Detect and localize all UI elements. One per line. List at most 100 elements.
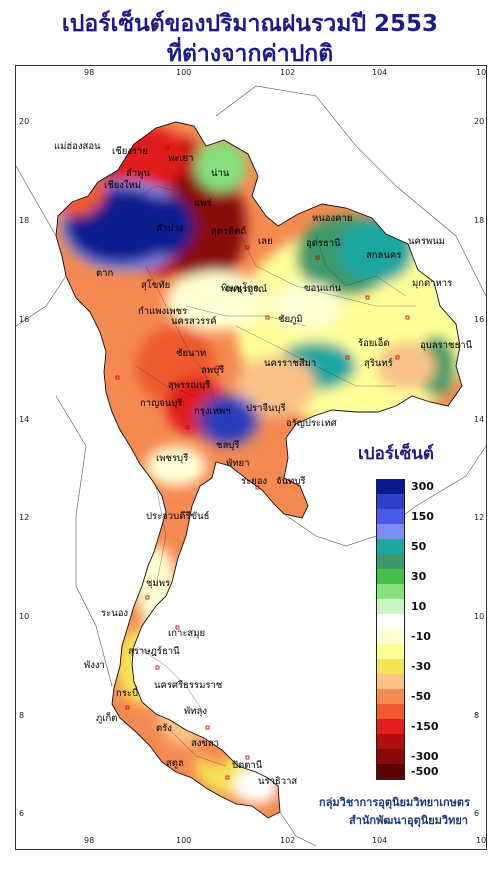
province-label: ขอนแก่น (304, 283, 342, 294)
y-tick-right-8: 8 (474, 711, 480, 720)
province-label: พังงา (84, 660, 105, 671)
province-label: เพชรบุรี (156, 453, 189, 464)
province-label: แพร่ (194, 198, 212, 209)
credit-line-1: กลุ่มวิชาการอุตุนิยมวิทยาเกษตร (319, 796, 470, 809)
y-tick-right-18: 18 (474, 216, 485, 225)
legend-swatch (376, 734, 405, 749)
legend-label: -30 (411, 660, 431, 673)
province-label: สกลนคร (366, 250, 402, 261)
y-tick-left-10: 10 (19, 612, 30, 621)
legend-label: 300 (411, 480, 434, 493)
province-label: นราธิวาส (258, 776, 298, 787)
legend-swatch (376, 629, 405, 644)
province-label: อุบลราชธานี (420, 340, 473, 351)
province-label: ชลบุรี (216, 440, 240, 451)
province-label: เลย (258, 236, 273, 247)
province-label: สุรินทร์ (364, 358, 393, 369)
legend-label: -10 (411, 630, 431, 643)
province-label: นครสวรรค์ (171, 316, 217, 327)
y-tick-left-8: 8 (19, 711, 25, 720)
legend-swatch (376, 644, 405, 659)
province-label: แม่ฮ่องสอน (54, 141, 101, 152)
province-label: อรัญประเทศ (286, 418, 337, 429)
legend-label: 10 (411, 600, 427, 613)
station-markers (115, 145, 410, 780)
rainfall-map: 98 100 102 104 106 98 100 102 104 106 20… (15, 65, 487, 850)
legend-label: 50 (411, 540, 427, 553)
province-label: เชียงราย (112, 146, 148, 157)
x-tick-bottom-104: 104 (372, 836, 388, 845)
y-tick-left-16: 16 (19, 315, 30, 324)
legend-swatch (376, 689, 405, 704)
legend-swatch (376, 554, 405, 569)
province-label: ระยอง (241, 476, 268, 487)
province-label: นครราชสีมา (264, 358, 317, 369)
province-label: ลำปาง (156, 223, 184, 234)
province-label: ตาก (96, 268, 114, 279)
province-label: หนองคาย (312, 213, 353, 224)
province-label: ภูเก็ต (96, 713, 118, 724)
province-label: ชัยภูมิ (278, 314, 303, 325)
province-label: อุดรธานี (306, 238, 341, 249)
province-label: อุตรดิตถ์ (211, 226, 247, 237)
legend-swatch (376, 614, 405, 629)
y-tick-right-6: 6 (474, 809, 480, 818)
legend-label: -500 (411, 765, 439, 778)
legend-swatch (376, 584, 405, 599)
province-label: พัทยา (226, 458, 250, 469)
x-tick-top-102: 102 (280, 68, 296, 77)
y-tick-right-16: 16 (474, 315, 485, 324)
legend-swatch (376, 674, 405, 689)
x-tick-bottom-102: 102 (280, 836, 296, 845)
legend-label: -150 (411, 720, 439, 733)
map-subtitle: ที่ต่างจากค่าปกติ (166, 41, 334, 67)
province-label: เชียงใหม่ (104, 180, 142, 191)
map-title: เปอร์เซ็นต์ของปริมาณฝนรวมปี 2553 (61, 11, 439, 37)
province-label: ตรัง (156, 723, 172, 734)
province-label: พิษณุโลก (221, 283, 260, 294)
x-tick-top-104: 104 (372, 68, 388, 77)
province-label: พัทลุง (184, 706, 207, 717)
province-label: กำแพงเพชร (138, 306, 188, 317)
legend-swatch (376, 704, 405, 719)
province-label: ลำพูน (126, 168, 150, 179)
legend-swatch (376, 494, 405, 509)
y-tick-right-14: 14 (474, 415, 485, 424)
y-tick-left-20: 20 (19, 117, 30, 126)
legend-swatch (376, 659, 405, 674)
province-label: สุพรรณบุรี (168, 380, 211, 391)
province-label: สุราษฎร์ธานี (128, 646, 180, 657)
legend-label: -300 (411, 750, 439, 763)
province-label: ชุมพร (146, 578, 171, 589)
province-label: น่าน (211, 168, 230, 179)
legend-swatch (376, 509, 405, 524)
y-tick-left-18: 18 (19, 216, 30, 225)
province-label: สุโขทัย (141, 280, 171, 291)
y-tick-right-10: 10 (474, 612, 485, 621)
province-label: ปราจีนบุรี (246, 403, 286, 414)
province-label: เกาะสมุย (168, 628, 206, 639)
province-label: มุกดาหาร (412, 278, 453, 289)
y-tick-right-12: 12 (474, 513, 485, 522)
province-label: นครพนม (408, 236, 445, 247)
legend-swatch (376, 719, 405, 734)
legend-swatch (376, 479, 405, 495)
x-tick-top-106: 106 (476, 68, 487, 77)
legend-label: 30 (411, 570, 427, 583)
legend-swatch (376, 764, 405, 780)
province-label: เพชรบูรณ์ (226, 284, 268, 295)
x-tick-bottom-100: 100 (176, 836, 192, 845)
legend-label: -50 (411, 690, 431, 703)
province-label: สตูล (166, 758, 184, 769)
x-tick-top-98: 98 (84, 68, 95, 77)
province-label: ประจวบคีรีขันธ์ (146, 511, 210, 522)
province-label: ระนอง (101, 608, 129, 619)
x-tick-bottom-98: 98 (84, 836, 95, 845)
province-label: กระบี่ (116, 688, 138, 699)
province-label: กาญจนบุรี (140, 398, 183, 409)
credit-line-2: สำนักพัฒนาอุตุนิยมวิทยา (349, 814, 468, 827)
province-borders (105, 185, 416, 767)
province-label: พะเยา (168, 153, 194, 164)
legend-swatch (376, 524, 405, 539)
province-label: จันทบุรี (276, 476, 306, 487)
